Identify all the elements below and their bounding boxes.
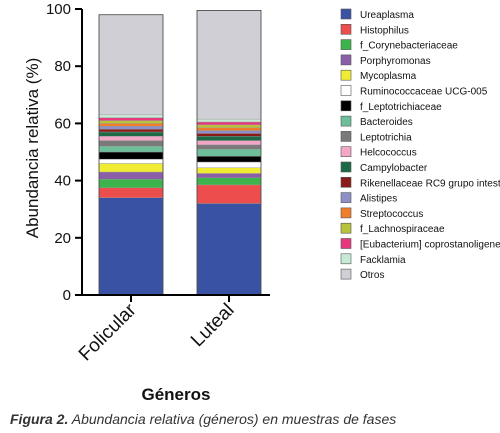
bar-segment-luteal-2 bbox=[196, 177, 262, 186]
bar-segment-folicular-15 bbox=[98, 117, 164, 121]
legend-label-3: Porphyromonas bbox=[360, 56, 431, 67]
legend-swatch-12 bbox=[340, 192, 352, 203]
y-axis-label: Abundancia relativa (%) bbox=[23, 58, 42, 238]
bar-segment-luteal-16 bbox=[196, 118, 262, 123]
bar-segment-luteal-6 bbox=[196, 156, 262, 163]
legend-swatch-10 bbox=[340, 161, 352, 173]
bar-segment-folicular-10 bbox=[98, 131, 164, 137]
legend-label-17: Otros bbox=[360, 270, 384, 281]
bar-segment-luteal-15 bbox=[196, 121, 262, 126]
legend-label-2: f_Corynebacteriaceae bbox=[360, 41, 458, 52]
bar-segment-folicular-11 bbox=[98, 128, 164, 133]
bar-segment-folicular-16 bbox=[98, 114, 164, 118]
legend-swatch-15 bbox=[340, 238, 352, 249]
legend-swatch-13 bbox=[340, 207, 352, 219]
bar-segment-folicular-0 bbox=[98, 197, 164, 296]
legend-label-14: f_Lachnospiraceae bbox=[360, 224, 445, 235]
bar-segment-folicular-8 bbox=[98, 140, 164, 147]
bar-segment-luteal-14 bbox=[196, 124, 262, 128]
bar-segment-luteal-10 bbox=[196, 136, 262, 141]
bar-segment-folicular-12 bbox=[98, 126, 164, 130]
bar-segment-luteal-17 bbox=[196, 10, 262, 120]
bar-segment-luteal-5 bbox=[196, 161, 262, 168]
bar-segment-folicular-9 bbox=[98, 136, 164, 141]
legend-swatch-16 bbox=[340, 253, 352, 265]
y-tick-label-20: 20 bbox=[54, 230, 71, 247]
legend-label-12: Alistipes bbox=[360, 194, 397, 205]
bar-segment-luteal-0 bbox=[196, 203, 262, 296]
bar-segment-luteal-8 bbox=[196, 144, 262, 150]
bar-segment-folicular-17 bbox=[98, 14, 164, 116]
legend-label-1: Histophilus bbox=[360, 25, 409, 36]
legend-swatch-14 bbox=[340, 222, 352, 234]
legend-swatch-0 bbox=[340, 8, 352, 20]
bar-segment-folicular-1 bbox=[98, 187, 164, 198]
y-tick-label-40: 40 bbox=[54, 173, 71, 190]
legend-label-0: Ureaplasma bbox=[360, 10, 414, 21]
bar-segment-luteal-9 bbox=[196, 140, 262, 146]
bar-segment-folicular-6 bbox=[98, 151, 164, 160]
bar-segment-folicular-7 bbox=[98, 146, 164, 153]
legend-label-8: Leptotrichia bbox=[360, 132, 412, 143]
legend-swatch-1 bbox=[340, 23, 352, 35]
bar-segment-luteal-3 bbox=[196, 173, 262, 178]
y-tick-label-0: 0 bbox=[63, 287, 71, 304]
bar-segment-luteal-7 bbox=[196, 148, 262, 157]
x-axis-label: Géneros bbox=[142, 385, 211, 404]
figure-caption: Figura 2. Abundancia relativa (géneros) … bbox=[10, 411, 490, 431]
bar-segment-luteal-1 bbox=[196, 184, 262, 204]
legend-swatch-4 bbox=[340, 69, 352, 81]
x-tick-label-folicular: Folicular bbox=[75, 299, 141, 365]
legend-label-11: Rikenellaceae RC9 grupo intestinal bbox=[360, 178, 500, 189]
legend-swatch-11 bbox=[340, 177, 352, 188]
bar-segment-luteal-13 bbox=[196, 127, 262, 131]
caption-label: Figura 2. bbox=[10, 411, 69, 427]
legend-label-13: Streptococcus bbox=[360, 209, 423, 220]
legend-swatch-8 bbox=[340, 131, 352, 142]
legend-swatch-17 bbox=[340, 268, 352, 280]
legend-label-7: Bacteroides bbox=[360, 117, 413, 128]
bar-segment-folicular-3 bbox=[98, 171, 164, 180]
legend-label-15: [Eubacterium] coprostanoligene bbox=[360, 240, 500, 251]
bar-segment-folicular-4 bbox=[98, 163, 164, 173]
legend-label-4: Mycoplasma bbox=[360, 71, 417, 82]
bar-segment-luteal-11 bbox=[196, 133, 262, 137]
legend-swatch-7 bbox=[340, 115, 352, 127]
legend: Ureaplasma Histophilus f_Corynebacteriacea… bbox=[340, 8, 500, 281]
stacked-bar-chart: 0 20 40 60 80 100 Folicular Luteal Abundancia re… bbox=[23, 1, 500, 404]
y-tick-label-80: 80 bbox=[54, 58, 71, 75]
bar-segment-folicular-5 bbox=[98, 158, 164, 164]
legend-swatch-6 bbox=[340, 100, 352, 112]
legend-label-16: Facklamia bbox=[360, 255, 406, 266]
legend-label-6: f_Leptotrichiaceae bbox=[360, 102, 442, 113]
bar-segment-luteal-12 bbox=[196, 130, 262, 134]
legend-label-9: Helcococcus bbox=[360, 148, 417, 159]
caption-text: Abundancia relativa (géneros) en muestra… bbox=[71, 411, 397, 427]
bar-segment-folicular-14 bbox=[98, 120, 164, 124]
bar-segment-luteal-4 bbox=[196, 167, 262, 174]
legend-swatch-9 bbox=[340, 146, 352, 157]
legend-label-10: Campylobacter bbox=[360, 163, 428, 174]
bar-segment-folicular-13 bbox=[98, 123, 164, 127]
legend-swatch-2 bbox=[340, 39, 352, 50]
legend-swatch-3 bbox=[340, 54, 352, 66]
bars-layer bbox=[98, 10, 262, 296]
bar-segment-folicular-2 bbox=[98, 178, 164, 188]
legend-label-5: Ruminococcaceae UCG-005 bbox=[360, 87, 488, 98]
legend-swatch-5 bbox=[340, 85, 352, 96]
x-tick-label-luteal: Luteal bbox=[187, 300, 238, 351]
y-tick-label-60: 60 bbox=[54, 115, 71, 132]
y-tick-label-100: 100 bbox=[46, 1, 71, 18]
